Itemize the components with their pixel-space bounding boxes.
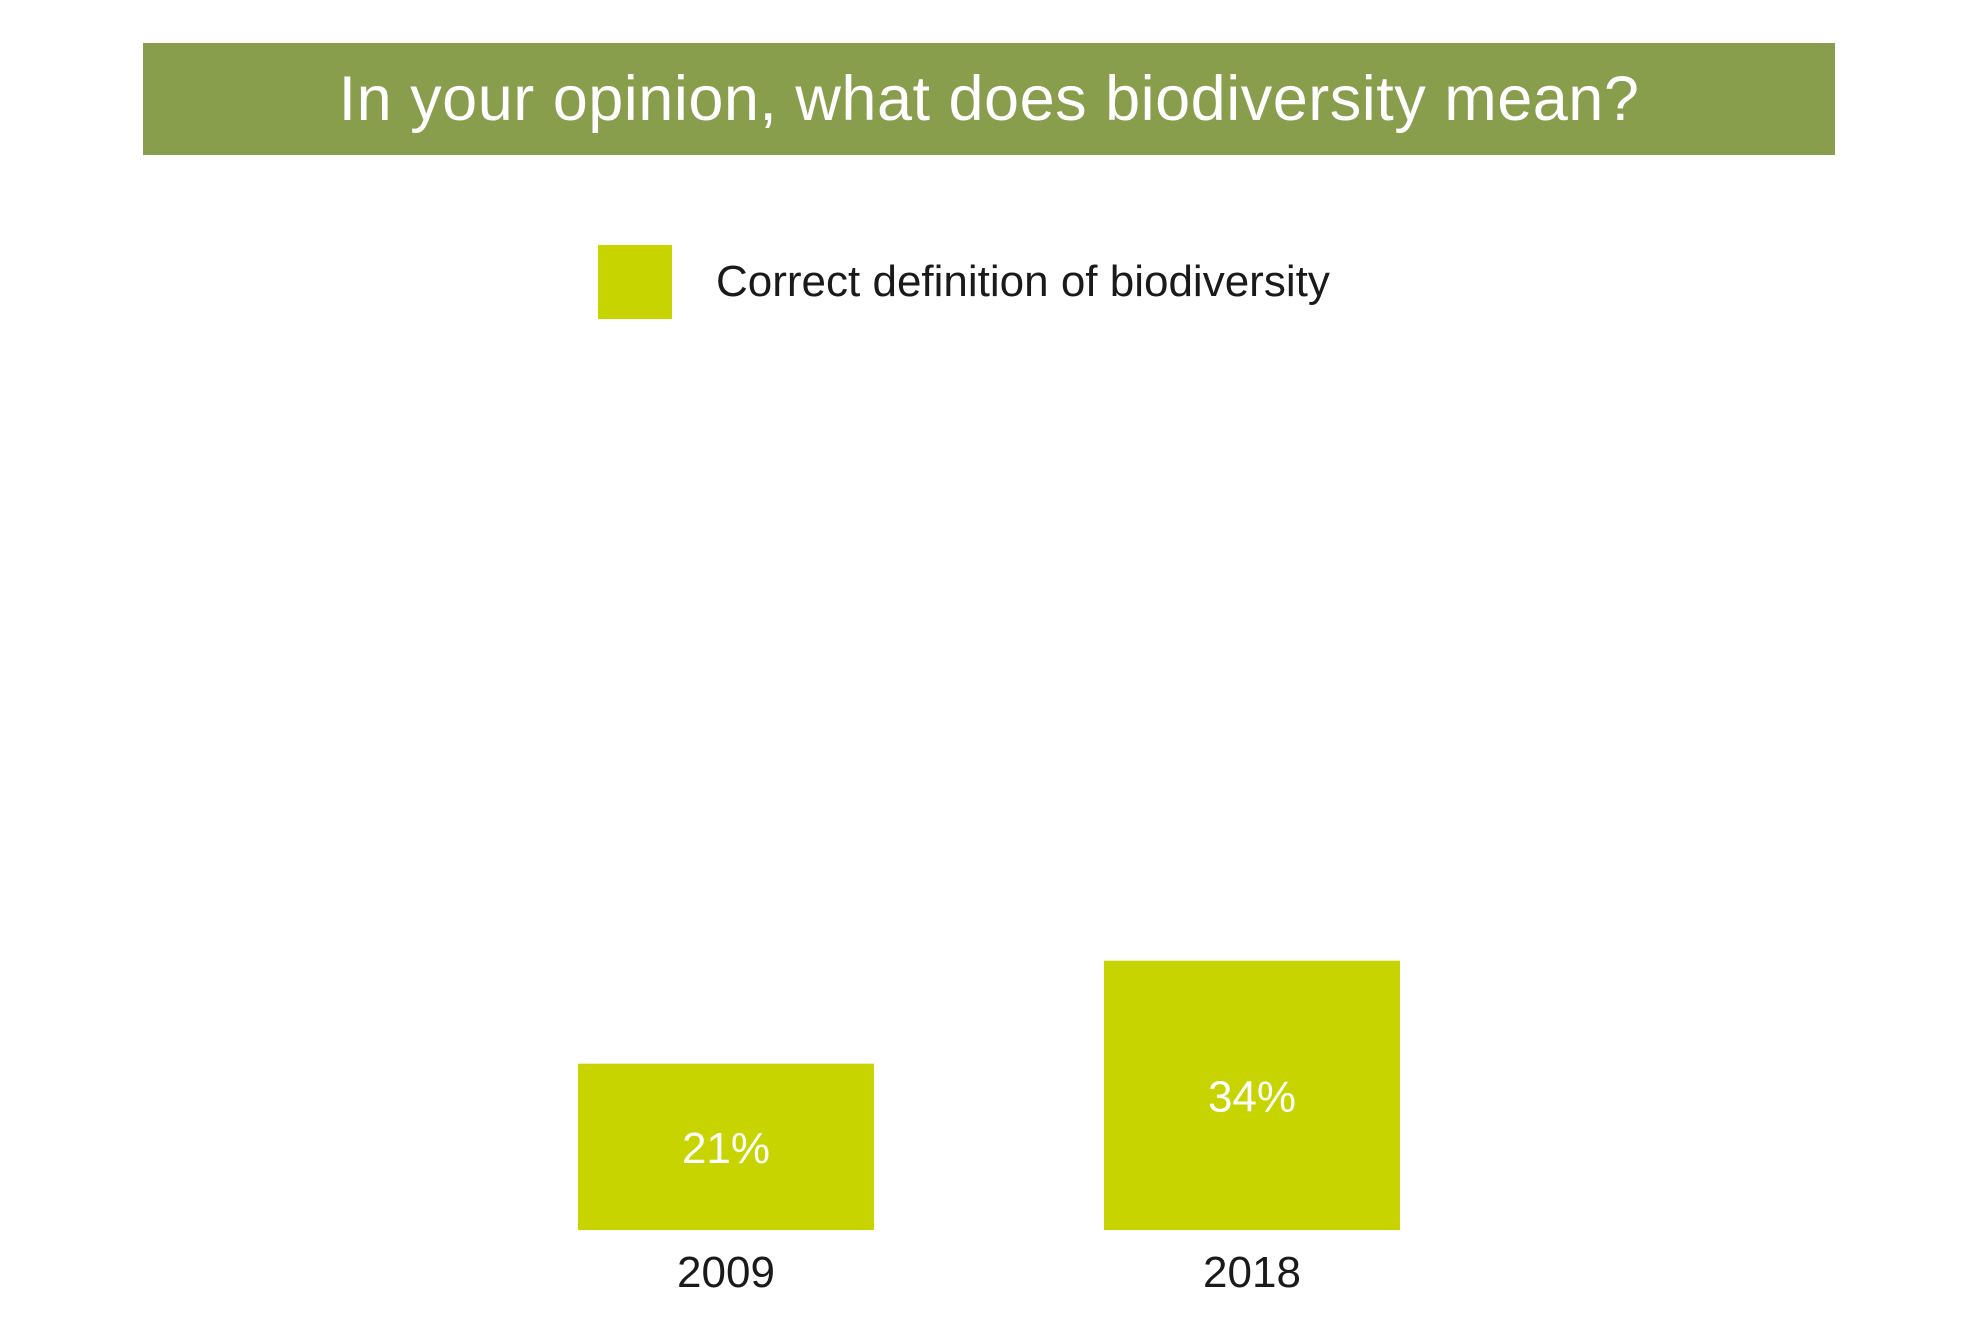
bar-2018 bbox=[1104, 960, 1400, 1230]
legend: Correct definition of biodiversity bbox=[598, 245, 1330, 319]
bar-value-label-2009: 21% bbox=[682, 1124, 770, 1173]
category-label-2009: 2009 bbox=[677, 1248, 775, 1297]
bar-group-2009: 21% 2009 bbox=[578, 1063, 874, 1297]
category-label-2018: 2018 bbox=[1203, 1248, 1301, 1297]
bar-group-2018: 34% 2018 bbox=[1104, 960, 1400, 1297]
bar-2009 bbox=[578, 1063, 874, 1230]
legend-swatch bbox=[598, 245, 672, 319]
legend-label: Correct definition of biodiversity bbox=[716, 257, 1330, 306]
title-banner: In your opinion, what does biodiversity … bbox=[143, 43, 1835, 155]
chart-title: In your opinion, what does biodiversity … bbox=[338, 64, 1640, 134]
bar-value-label-2018: 34% bbox=[1208, 1072, 1296, 1121]
